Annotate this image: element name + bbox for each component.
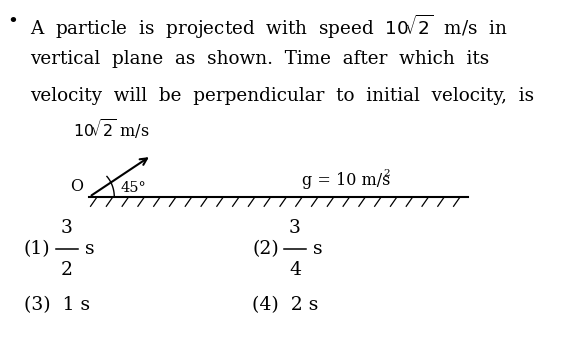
Text: •: • [8,13,18,31]
Text: 3: 3 [289,219,301,237]
Text: s: s [85,240,95,258]
Text: A  particle  is  projected  with  speed  $10\!\sqrt{2}$  m/s  in: A particle is projected with speed $10\!… [30,13,508,41]
Text: (1): (1) [24,240,51,258]
Text: vertical  plane  as  shown.  Time  after  which  its: vertical plane as shown. Time after whic… [30,50,490,68]
Text: 2: 2 [384,169,391,178]
Text: velocity  will  be  perpendicular  to  initial  velocity,  is: velocity will be perpendicular to initia… [30,87,535,104]
Text: (2): (2) [252,240,279,258]
Text: 3: 3 [61,219,72,237]
Text: O: O [70,178,83,195]
Text: (4)  2 s: (4) 2 s [252,297,319,314]
Text: 45°: 45° [121,181,146,195]
Text: g = 10 m/s: g = 10 m/s [303,172,391,189]
Text: 2: 2 [61,261,73,279]
Text: s: s [314,240,323,258]
Text: $10\!\sqrt{2}$ m/s: $10\!\sqrt{2}$ m/s [73,117,149,141]
Text: 4: 4 [289,261,301,279]
Text: (3)  1 s: (3) 1 s [24,297,90,314]
